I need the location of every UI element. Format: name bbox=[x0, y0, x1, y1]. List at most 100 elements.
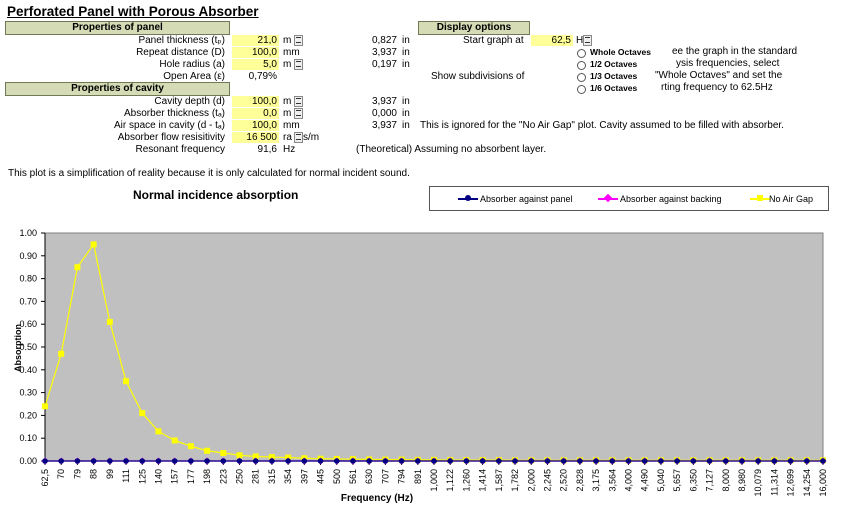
subdivision-radio[interactable] bbox=[577, 61, 586, 70]
data-point bbox=[333, 457, 341, 465]
property-value[interactable]: 100,0 bbox=[232, 96, 279, 107]
x-tick-label: 8,980 bbox=[737, 469, 747, 492]
data-point bbox=[528, 458, 535, 464]
series-2 bbox=[42, 241, 826, 464]
data-point bbox=[154, 457, 162, 465]
inch-value: 0,000 bbox=[371, 108, 397, 119]
subdivision-option-label[interactable]: 1/6 Octaves bbox=[590, 83, 638, 93]
x-tick-label: 250 bbox=[235, 469, 245, 484]
data-point bbox=[495, 457, 502, 464]
help-line: "Whole Octaves" and set the bbox=[655, 70, 783, 81]
data-point bbox=[268, 454, 275, 461]
data-point bbox=[528, 457, 535, 464]
data-point bbox=[204, 458, 210, 464]
property-value[interactable]: 21,0 bbox=[232, 35, 279, 46]
data-point bbox=[738, 457, 746, 465]
data-point bbox=[641, 458, 648, 464]
data-point bbox=[625, 457, 632, 464]
subdivision-option-label[interactable]: 1/2 Octaves bbox=[590, 59, 638, 69]
data-point bbox=[657, 457, 665, 465]
data-point bbox=[593, 457, 600, 464]
data-point bbox=[447, 458, 454, 464]
data-point bbox=[658, 458, 664, 464]
property-value[interactable]: 5,0 bbox=[232, 59, 279, 70]
data-point bbox=[188, 458, 194, 464]
subdivision-option-label[interactable]: 1/3 Octaves bbox=[590, 71, 638, 81]
data-point bbox=[609, 457, 616, 464]
x-tick-label: 111 bbox=[121, 469, 131, 483]
data-point bbox=[58, 458, 65, 464]
x-tick-label: 707 bbox=[380, 469, 390, 484]
property-value[interactable]: 16 500 bbox=[232, 132, 279, 143]
property-value[interactable]: 0,0 bbox=[232, 108, 279, 119]
x-tick-label: 2,245 bbox=[542, 469, 552, 492]
property-unit: ra bbox=[283, 132, 292, 143]
x-tick-label: 397 bbox=[299, 469, 309, 484]
data-point bbox=[770, 457, 778, 465]
data-point bbox=[90, 241, 97, 248]
inch-unit: in bbox=[402, 108, 410, 119]
y-axis-label: Absorption bbox=[13, 324, 23, 372]
x-tick-label: 315 bbox=[267, 469, 277, 484]
subdivision-radio[interactable] bbox=[577, 85, 586, 94]
x-tick-label: 445 bbox=[316, 469, 326, 484]
series-1 bbox=[41, 457, 827, 465]
property-label: Cavity depth (d) bbox=[154, 96, 225, 107]
x-tick-label: 198 bbox=[202, 469, 212, 484]
data-point bbox=[560, 457, 567, 464]
start-graph-input[interactable]: 62,5 bbox=[531, 35, 573, 46]
data-point bbox=[771, 457, 778, 464]
data-point bbox=[187, 443, 194, 450]
legend-label-noairgap: No Air Gap bbox=[769, 194, 814, 204]
property-value[interactable]: 100,0 bbox=[232, 47, 279, 58]
value-spinner[interactable] bbox=[294, 96, 303, 107]
plot-area bbox=[44, 232, 824, 462]
data-point bbox=[722, 458, 729, 464]
subdivision-option-label[interactable]: Whole Octaves bbox=[590, 47, 651, 57]
data-point bbox=[431, 456, 437, 463]
data-point bbox=[381, 457, 389, 465]
property-label: Absorber flow resisitivity bbox=[117, 132, 225, 143]
x-tick-label: 8,000 bbox=[721, 469, 731, 492]
data-point bbox=[689, 457, 697, 465]
data-point bbox=[171, 457, 179, 465]
data-point bbox=[512, 457, 519, 464]
data-point bbox=[674, 458, 680, 464]
data-point bbox=[771, 458, 778, 464]
ignored-note: This is ignored for the "No Air Gap" plo… bbox=[420, 120, 784, 131]
data-point bbox=[90, 457, 98, 465]
property-label: Open Area (ε) bbox=[163, 71, 225, 82]
x-tick-label: 5,657 bbox=[672, 469, 682, 492]
series-line bbox=[44, 242, 823, 461]
value-spinner[interactable] bbox=[294, 132, 303, 143]
data-point bbox=[496, 458, 502, 464]
data-point bbox=[74, 458, 81, 464]
data-point bbox=[235, 457, 244, 465]
subdivision-radio[interactable] bbox=[577, 73, 586, 82]
value-spinner[interactable] bbox=[294, 108, 303, 119]
data-point bbox=[592, 457, 600, 465]
property-value[interactable]: 100,0 bbox=[232, 120, 279, 131]
data-point bbox=[138, 457, 146, 465]
data-point bbox=[463, 457, 470, 464]
x-tick-label: 2,520 bbox=[559, 469, 569, 492]
start-graph-spinner[interactable] bbox=[583, 35, 592, 46]
start-graph-label: Start graph at bbox=[463, 35, 524, 46]
display-header: Display options bbox=[418, 21, 530, 35]
x-tick-label: 3,175 bbox=[591, 469, 601, 492]
x-tick-label: 140 bbox=[153, 469, 163, 484]
inch-unit: in bbox=[402, 96, 410, 107]
x-tick-label: 6,350 bbox=[688, 469, 698, 492]
data-point bbox=[754, 457, 762, 465]
value-spinner[interactable] bbox=[294, 35, 303, 46]
value-spinner[interactable] bbox=[294, 59, 303, 70]
inch-unit: in bbox=[402, 59, 410, 70]
x-tick-label: 88 bbox=[89, 469, 99, 479]
data-point bbox=[706, 457, 713, 464]
data-point bbox=[382, 456, 389, 463]
data-point bbox=[527, 457, 535, 465]
subdivision-radio[interactable] bbox=[577, 49, 586, 58]
x-tick-label: 1,782 bbox=[510, 469, 520, 492]
x-tick-label: 12,699 bbox=[786, 469, 796, 497]
data-point bbox=[609, 458, 616, 464]
